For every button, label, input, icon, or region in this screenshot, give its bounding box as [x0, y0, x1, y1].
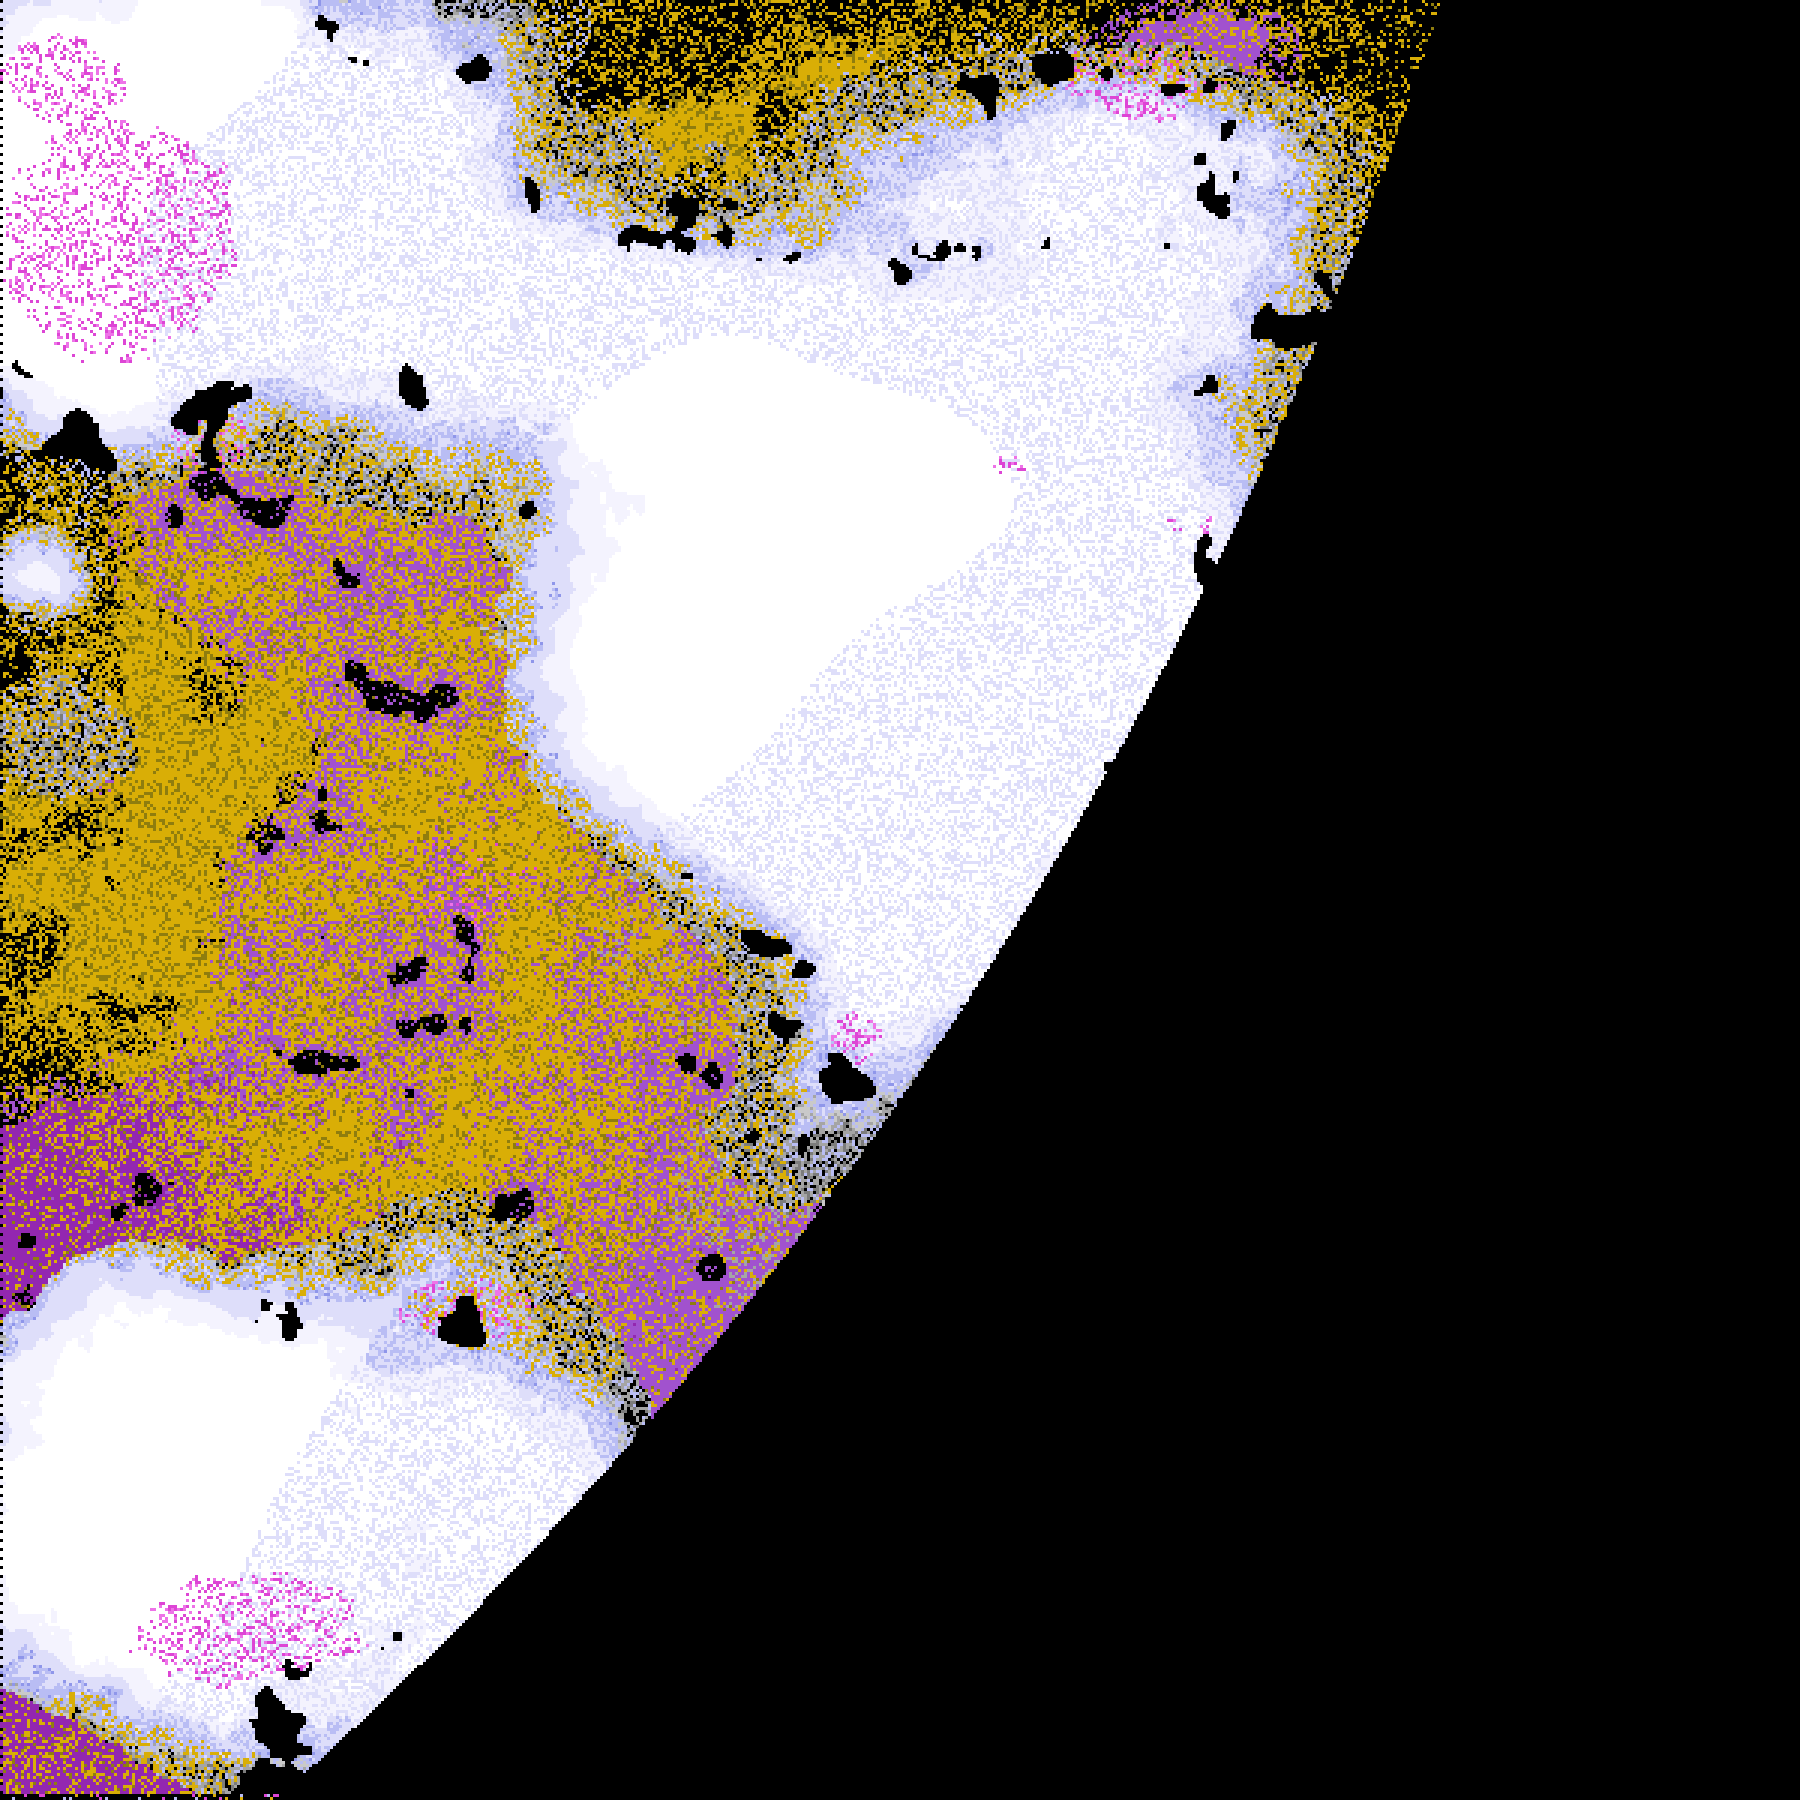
satellite-viewport [0, 0, 1800, 1800]
earth-limb-satellite-image [0, 0, 1800, 1800]
